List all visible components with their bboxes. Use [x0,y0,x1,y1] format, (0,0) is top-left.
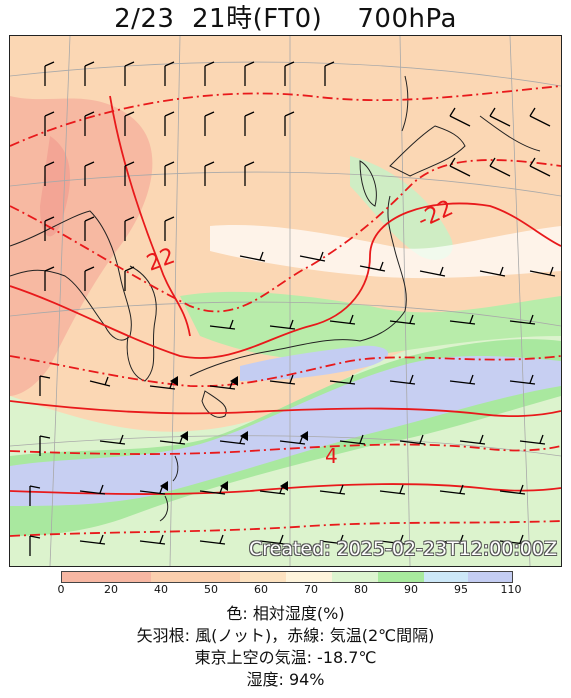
colorbar-tick: 95 [454,583,468,596]
title-time: 21時(FT0) [192,4,323,34]
title-level: 700hPa [357,4,457,34]
tokyo-temperature: 東京上空の気温: -18.7℃ [194,648,377,667]
colorbar-ticks: 0 20 40 50 60 70 80 90 95 110 [57,583,522,599]
colorbar-tick: 60 [254,583,268,596]
tokyo-humidity: 湿度: 94% [246,670,325,689]
colorbar-tick: 40 [154,583,168,596]
isotherm-label-south: 4 [325,444,338,468]
colorbar-tick: 50 [204,583,218,596]
moist-band-north [180,291,561,360]
legend-barb-caption: 矢羽根: 風(ノット)，赤線: 気温(2℃間隔) [136,626,435,645]
saturated-patch-honshu [240,345,389,381]
legend-color-caption: 色: 相対湿度(%) [226,604,345,623]
isotherms [10,85,561,537]
colorbar-tick: 90 [404,583,418,596]
colorbar-seg-0-20 [62,572,151,582]
humidity-colorbar [61,571,513,583]
colorbar-tick: 70 [304,583,318,596]
colorbar-tick: 20 [104,583,118,596]
colorbar-seg-60-70 [332,572,378,582]
wind-pennants [160,376,308,491]
white-band [210,225,561,279]
colorbar-tick: 80 [354,583,368,596]
very-dry-patch [40,136,70,237]
colorbar-tick: 110 [500,583,522,596]
map-svg: 22 -22 4 [10,36,561,566]
saturated-band [10,356,561,506]
colorbar-seg-70-80 [378,572,424,582]
colorbar-seg-40-50 [240,572,286,582]
coastlines [10,75,541,522]
colorbar-seg-90-110 [468,572,512,582]
weather-map: 22 -22 4 Created: 2025-02-23T12:00:00Z [9,35,562,567]
title-date: 2/23 [114,4,175,34]
colorbar-tick: 0 [57,583,65,596]
colorbar-seg-50-60 [286,572,332,582]
created-timestamp: Created: 2025-02-23T12:00:00Z [248,538,557,560]
colorbar-seg-80-90 [424,572,468,582]
moist-patch-tohoku [350,156,453,260]
chart-title: 2/23 21時(FT0) 700hPa [0,4,571,34]
colorbar-seg-20-40 [151,572,240,582]
